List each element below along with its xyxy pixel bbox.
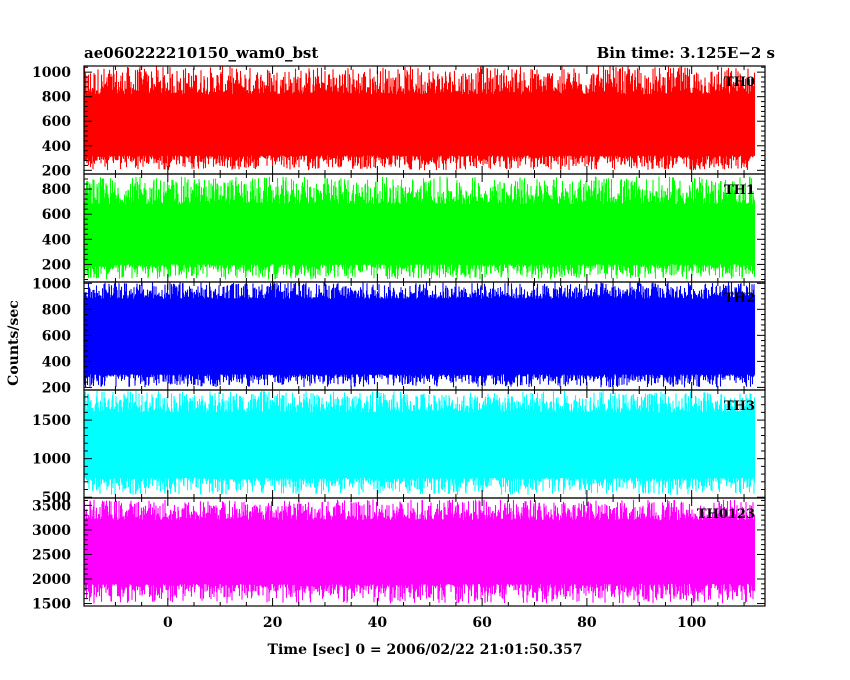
series-label: TH2	[724, 291, 755, 306]
panel-th0: 200 400 600 800 1000 TH0	[32, 65, 766, 179]
y-tick-label: 800	[42, 302, 71, 318]
y-tick-label: 200	[42, 257, 71, 273]
series-label: TH0123	[697, 507, 755, 522]
panel-th3: 500 1000 1500 TH3	[32, 389, 766, 506]
series-label: TH0	[724, 75, 755, 90]
chart-title-left: ae060222210150_wam0_bst	[84, 44, 318, 62]
y-tick-label: 400	[42, 232, 71, 248]
chart-title-right: Bin time: 3.125E−2 s	[597, 44, 775, 62]
y-tick-label: 500	[42, 490, 71, 506]
y-tick-label: 800	[42, 182, 71, 198]
y-tick-label: 2500	[32, 547, 71, 563]
x-tick-label: 20	[263, 615, 283, 631]
panel-th1: 200 400 600 800 TH1	[42, 173, 766, 283]
y-tick-label: 1500	[32, 597, 71, 613]
x-tick-label: 100	[677, 615, 706, 631]
y-tick-label: 200	[42, 380, 71, 396]
x-tick-label: 60	[472, 615, 492, 631]
series-th1	[83, 176, 756, 280]
y-tick-label: 3500	[32, 498, 71, 514]
y-tick-label: 1000	[32, 65, 71, 81]
x-axis-label: Time [sec] 0 = 2006/02/22 21:01:50.357	[268, 642, 583, 658]
y-tick-label: 1000	[32, 452, 71, 468]
series-th0123	[83, 499, 756, 604]
y-tick-label: 1000	[32, 276, 71, 292]
x-tick-label: 40	[368, 615, 388, 631]
panel-th2: 200 400 600 800 1000 TH2	[32, 276, 766, 396]
y-tick-label: 2000	[32, 572, 71, 588]
y-tick-label: 200	[42, 163, 71, 179]
y-axis-label: Counts/sec	[6, 300, 22, 386]
y-tick-label: 3000	[32, 523, 71, 539]
x-axis: 0 20 40 60 80 100	[163, 615, 707, 631]
series-th2	[83, 282, 756, 388]
y-tick-label: 1500	[32, 413, 71, 429]
series-label: TH1	[724, 183, 755, 198]
x-tick-label: 0	[163, 615, 173, 631]
y-tick-label: 600	[42, 207, 71, 223]
panel-frame	[83, 497, 766, 607]
x-tick-label: 80	[577, 615, 597, 631]
panel-th0123: 1500 2000 2500 3000 3500 TH0123	[32, 497, 766, 613]
y-tick-label: 600	[42, 328, 71, 344]
y-tick-label: 400	[42, 354, 71, 370]
series-th3	[83, 390, 756, 495]
y-tick-label: 400	[42, 139, 71, 155]
series-th0	[83, 66, 756, 171]
series-label: TH3	[724, 399, 755, 414]
y-tick-label: 600	[42, 114, 71, 130]
panels-group: 200 400 600 800 1000 TH0 200 400 600 800 TH1 200 400…	[32, 65, 766, 613]
y-tick-label: 800	[42, 90, 71, 106]
